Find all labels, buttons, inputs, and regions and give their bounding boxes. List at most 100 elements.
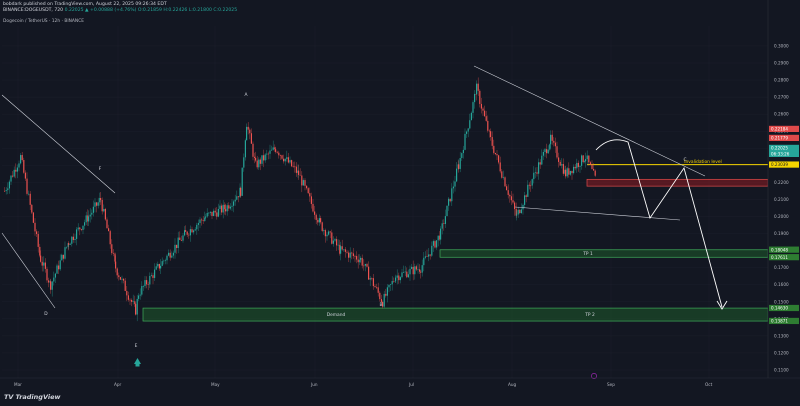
candle-body (54, 273, 56, 278)
candle-body (449, 198, 451, 202)
candle-body (213, 210, 215, 216)
candle-body (398, 275, 400, 281)
candle-body (272, 147, 274, 150)
trendline-left-top (1, 94, 116, 194)
candle-body (269, 150, 271, 154)
candle-body (141, 286, 143, 295)
price-label: 0.13871 (771, 319, 788, 324)
candle-body (10, 175, 12, 182)
candle-body (477, 83, 479, 91)
candle-body (536, 172, 538, 174)
candle-body (249, 129, 251, 134)
candle-body (528, 184, 530, 186)
candle-body (501, 171, 503, 178)
time-tick-label: May (211, 382, 220, 387)
candle-body (324, 230, 326, 237)
candle-body (493, 145, 495, 153)
candle-body (179, 237, 181, 240)
candle-body (236, 196, 238, 200)
candle-body (390, 284, 392, 285)
candle-body (267, 153, 269, 155)
time-tick-label: Oct (705, 382, 713, 387)
candle-body (112, 253, 114, 254)
candle-body (576, 162, 578, 169)
trendline-left-bottom (1, 232, 56, 309)
candle-body (225, 209, 227, 212)
candle-body (163, 260, 165, 262)
candle-body (512, 200, 514, 203)
candle-body (279, 155, 281, 156)
price-tick-label: 0.2900 (774, 61, 789, 66)
candle-body (525, 195, 527, 197)
candle-body (56, 265, 58, 274)
candle-body (386, 287, 388, 296)
wave-label-f: F (99, 166, 102, 172)
candle-body (79, 227, 81, 230)
candle-body (237, 196, 239, 198)
candle-body (349, 252, 351, 258)
up-arrow-icon (134, 358, 141, 364)
candle-body (266, 153, 268, 155)
candle-body (461, 153, 463, 159)
candle-body (394, 280, 396, 282)
price-axis[interactable]: 0.11000.12000.13000.14000.15000.16000.17… (767, 0, 800, 406)
candle-body (24, 172, 26, 179)
candle-body (34, 222, 36, 232)
candle-body (295, 166, 297, 173)
candle-body (551, 134, 553, 141)
symbol-pair[interactable]: BINANCE:DOGEUSDT, 720 (3, 8, 64, 13)
candle-body (559, 161, 561, 166)
candle-body (321, 222, 323, 231)
candle-body (491, 137, 493, 146)
wave-label-d: D (44, 311, 48, 317)
candle-body (139, 294, 141, 296)
candle-body (240, 187, 242, 196)
time-tick-label: Jun (310, 382, 318, 387)
candle-body (44, 262, 46, 269)
candle-body (149, 276, 151, 285)
candle-body (87, 215, 89, 222)
candle-body (244, 140, 246, 158)
publish-info: bobdark published on TradingView.com, Au… (3, 2, 167, 7)
candle-body (547, 149, 549, 154)
candle-body (556, 146, 558, 158)
candle-body (80, 229, 82, 230)
candle-body (286, 157, 288, 159)
candle-body (374, 286, 376, 288)
price-tick-label: 0.2100 (774, 197, 789, 202)
candle-body (261, 155, 263, 164)
price-label-bg (769, 125, 799, 132)
candle-body (201, 219, 203, 221)
candle-body (593, 168, 595, 171)
candles (4, 77, 596, 322)
candle-body (116, 268, 118, 276)
candle-body (214, 210, 216, 213)
candle-body (565, 169, 567, 177)
candle-body (275, 149, 277, 152)
candle-body (298, 170, 300, 175)
candle-body (136, 298, 138, 315)
candle-body (589, 162, 591, 165)
candle-body (71, 236, 73, 244)
candle-body (69, 243, 71, 245)
candle-body (454, 181, 456, 187)
candle-body (448, 198, 450, 206)
candle-body (339, 244, 341, 254)
time-axis[interactable]: Mar Apr May Jun Jul Aug Sep Oct (0, 377, 800, 387)
candle-body (243, 157, 245, 168)
candle-body (566, 168, 568, 177)
candle-body (62, 254, 64, 259)
tradingview-logo[interactable]: TV TradingView (4, 393, 61, 401)
candle-body (409, 268, 411, 275)
candle-body (104, 208, 106, 220)
candle-body (252, 143, 254, 157)
invalidation-label: Invalidation level (684, 159, 722, 165)
chart-annotations: Invalidation level TP 1 TP 2 Demand A B C D E F (44, 92, 721, 349)
candle-body (41, 261, 43, 266)
candle-body (437, 235, 439, 241)
candle-body (189, 229, 191, 236)
candle-body (344, 249, 346, 252)
candle-body (129, 299, 131, 301)
candle-body (121, 278, 123, 280)
